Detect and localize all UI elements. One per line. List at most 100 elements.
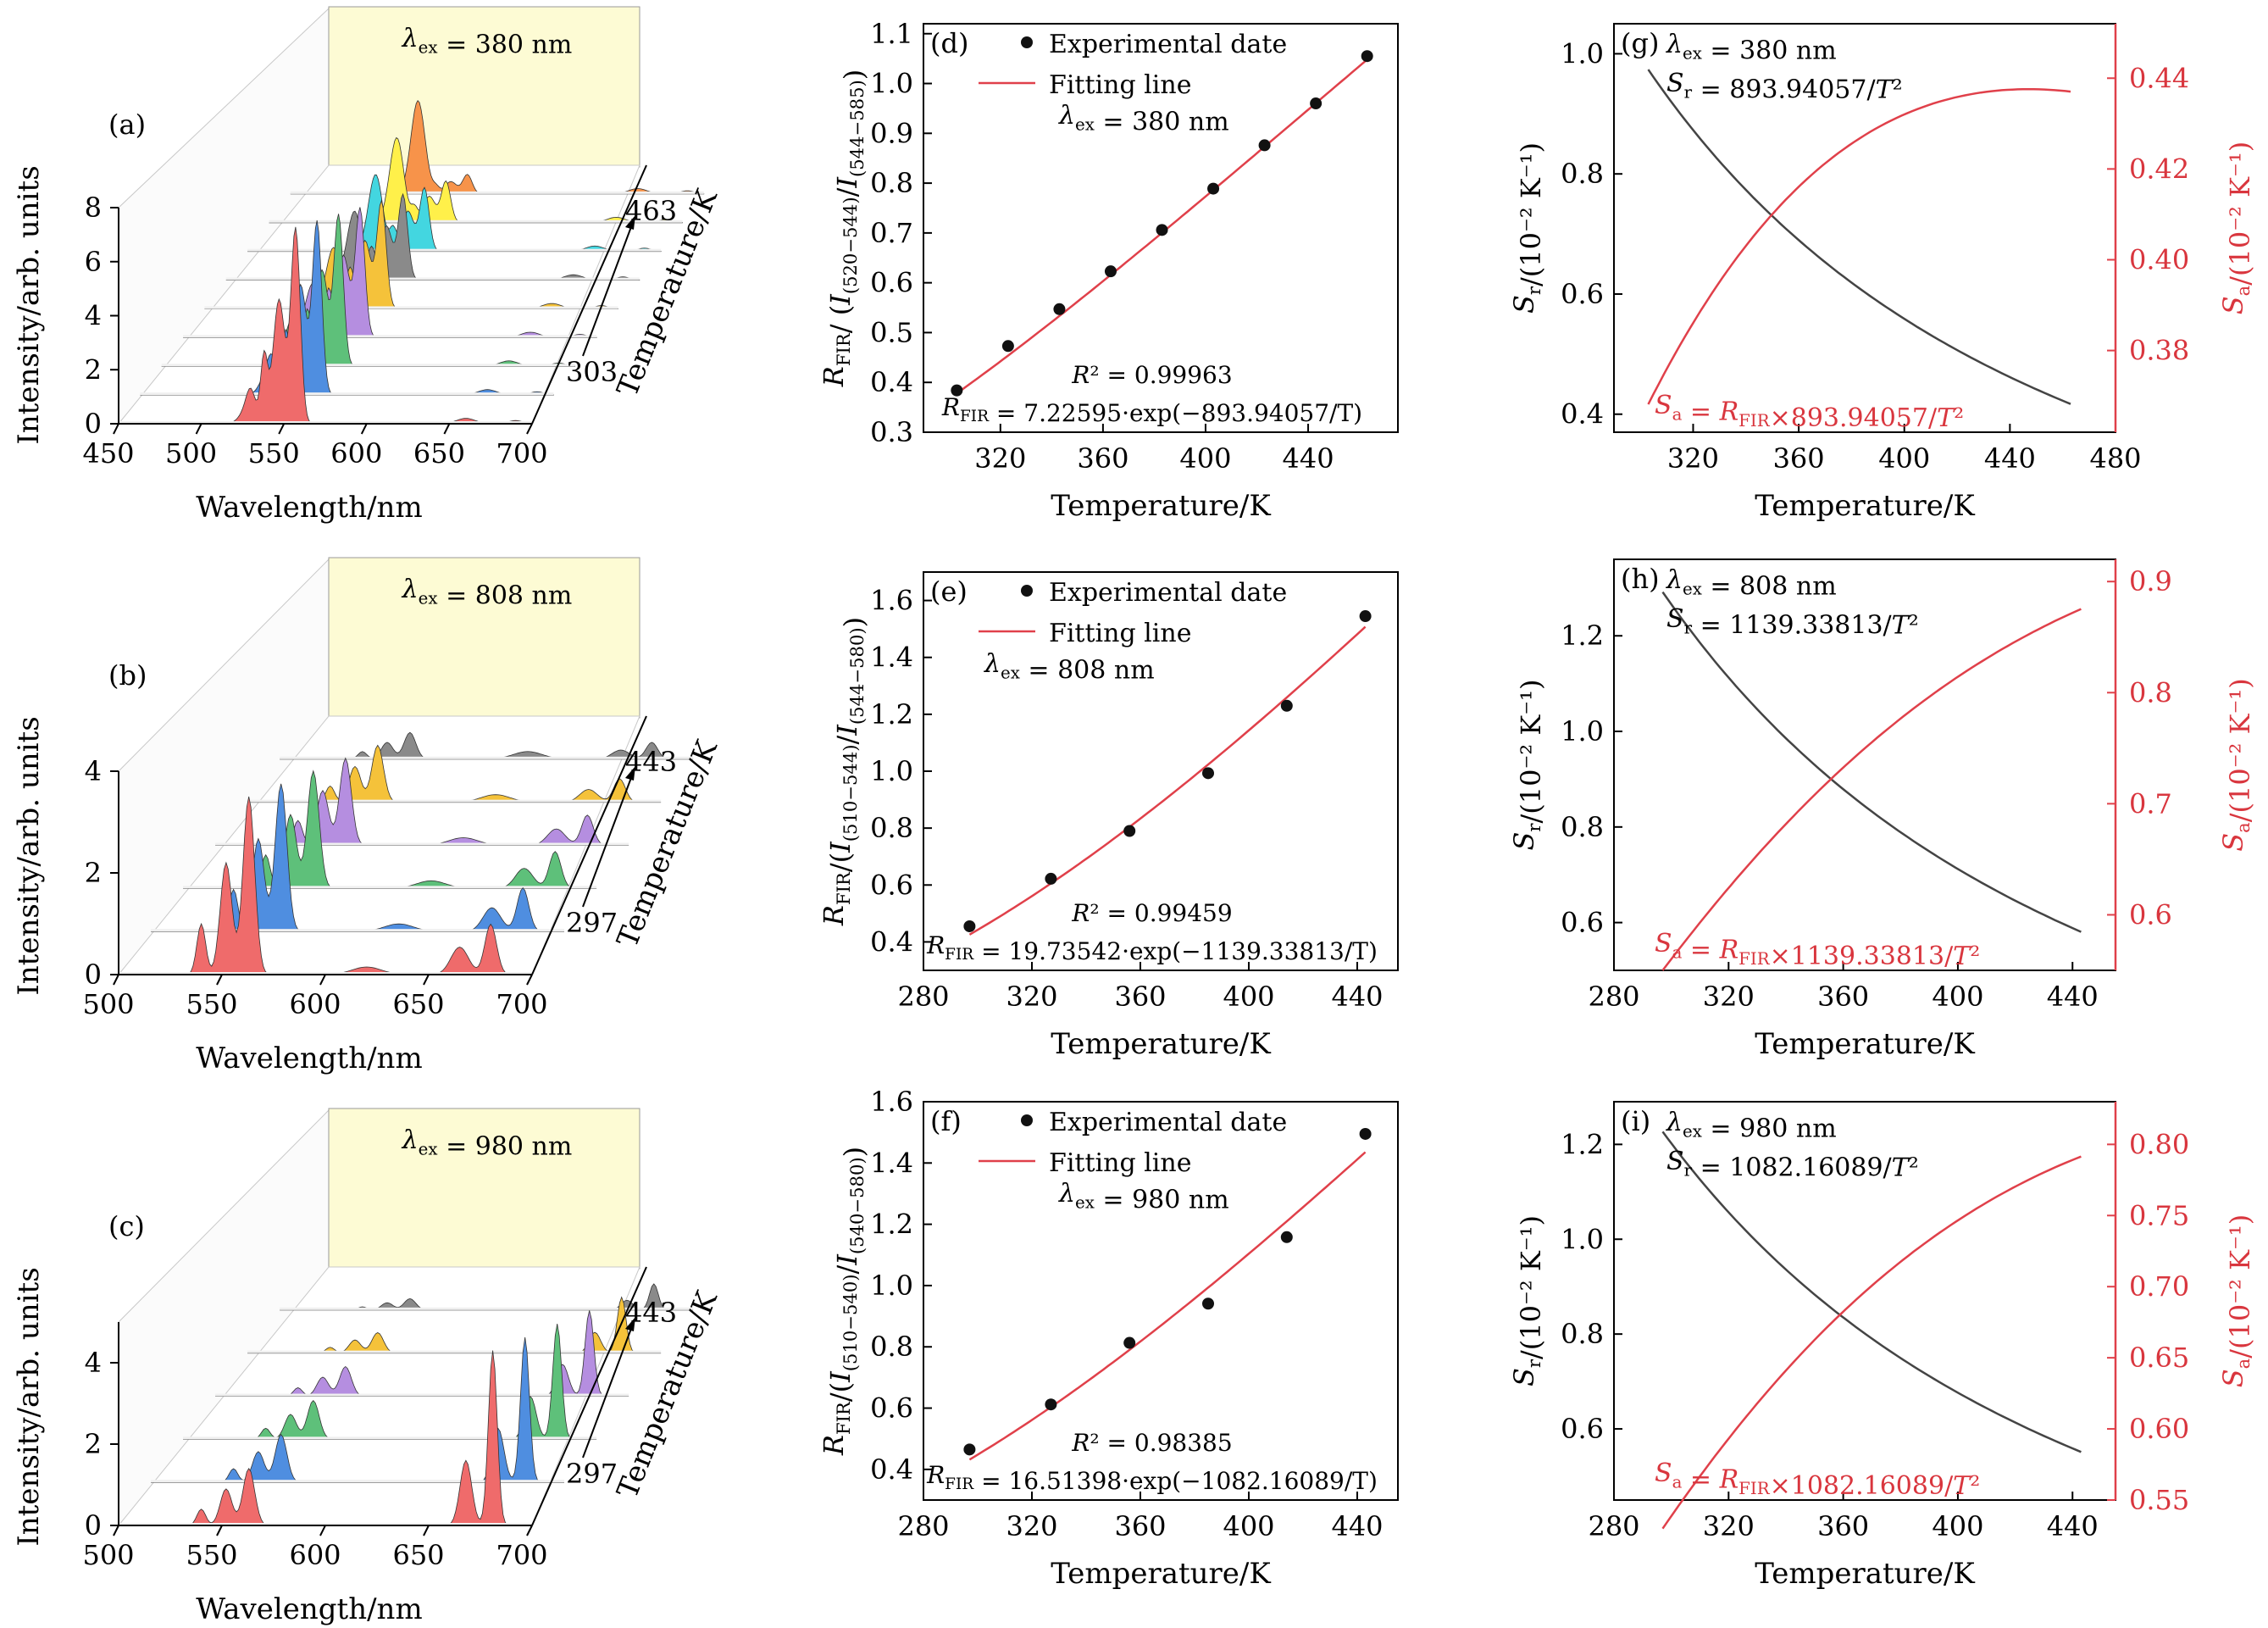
spectrum-ribbon [215, 1393, 629, 1397]
panel-i: 280 320 360 400 440 0.6 0.8 1.0 1.2 Temperature/K… [1508, 1101, 2256, 1591]
x-tick-label: 500 [82, 988, 134, 1020]
depth-axis-line [531, 164, 647, 425]
depth-tick-label: 303 [566, 356, 618, 388]
right-y-tick-label: 0.40 [2129, 243, 2189, 275]
fit-equation: RFIR = 7.22595·exp(−893.94057/T) [941, 393, 1362, 427]
y-tick-label: 0.6 [870, 1392, 913, 1425]
x-tick-label: 440 [2047, 981, 2099, 1013]
data-point [1001, 340, 1014, 353]
sr-equation: Sr = 1082.16089/T² [1666, 1147, 1919, 1183]
y-tick-label: 1.0 [1561, 37, 1604, 69]
sr-equation: Sr = 1139.33813/T² [1666, 604, 1919, 641]
depth-tick-label: 463 [625, 195, 677, 227]
x-tick [360, 423, 368, 435]
y-tick-label: 0.9 [870, 117, 913, 149]
y-tick-label: 1.1 [870, 18, 913, 50]
panel-label: (g) [1621, 27, 1659, 59]
y-axis-label: Sr/(10⁻² K⁻¹) [1508, 680, 1547, 851]
y-tick-label: 0.4 [870, 1453, 913, 1486]
x-tick [319, 974, 326, 986]
x-tick-label: 400 [1878, 442, 1930, 475]
x-axis-label: Temperature/K [1755, 1557, 1975, 1591]
panel-label: (i) [1621, 1105, 1650, 1137]
x-tick [113, 974, 119, 986]
data-point [1258, 139, 1271, 152]
y-tick-label: 6 [85, 246, 102, 278]
excitation-annotation: λex = 808 nm [984, 649, 1155, 686]
y-tick-label: 8 [85, 192, 102, 224]
sr-curve [1647, 69, 2071, 405]
y-axis-label: Sr/(10⁻² K⁻¹) [1508, 1215, 1547, 1386]
x-tick-label: 280 [1588, 1510, 1639, 1542]
y-tick-label: 1.0 [1561, 1223, 1604, 1255]
x-tick-label: 360 [1114, 1510, 1166, 1542]
x-tick-label: 320 [1006, 981, 1057, 1013]
data-point [951, 384, 963, 397]
sa-curve [1661, 1155, 2082, 1530]
y-axis-label: Sr/(10⁻² K⁻¹) [1508, 142, 1547, 314]
spectrum-ribbon [204, 306, 618, 309]
depth-tick-label: 297 [566, 907, 618, 939]
spectrum-ribbon [183, 886, 597, 889]
x-axis-label: Temperature/K [1051, 1027, 1271, 1061]
sa-curve [1661, 608, 2082, 971]
data-point [1361, 50, 1373, 63]
y-tick-label: 1.4 [870, 642, 913, 674]
y-tick-label: 1.4 [870, 1147, 913, 1179]
depth-tick-label: 297 [566, 1458, 618, 1490]
y-tick-label: 1.2 [870, 1208, 913, 1241]
x-tick [195, 423, 202, 435]
excitation-annotation: λex = 808 nm [1666, 565, 1837, 602]
y-axis-label: RFIR/(I(510−540)/I(540−580)) [818, 1147, 870, 1456]
x-tick-label: 320 [1006, 1510, 1057, 1542]
right-y-tick-label: 0.38 [2129, 335, 2189, 367]
data-point [1045, 872, 1057, 885]
x-tick-label: 600 [289, 1539, 341, 1571]
x-tick [526, 974, 533, 986]
x-tick-label: 650 [413, 437, 465, 470]
y-tick-label: 4 [85, 1347, 102, 1379]
y-tick-label: 0.8 [870, 812, 913, 844]
spectrum-ribbon [119, 972, 532, 975]
y-axis-label: Intensity/arb. units [12, 716, 46, 995]
spectrum-ribbon [151, 1480, 565, 1483]
y-tick-label: 0 [85, 958, 102, 991]
right-y-axis-label: Sa/(10⁻² K⁻¹) [2217, 142, 2256, 315]
x-tick [443, 423, 451, 435]
panel-h: 280 320 360 400 440 0.6 0.8 1.0 1.2 Temperature/K… [1508, 558, 2256, 1061]
data-point [1104, 265, 1117, 278]
spectrum-ribbon [280, 756, 694, 759]
x-axis-label: Wavelength/nm [196, 491, 422, 525]
y-tick-label: 0.8 [1561, 158, 1604, 190]
depth-arrow [582, 224, 633, 357]
data-point [1207, 182, 1220, 195]
x-tick [216, 1525, 223, 1536]
panel-a: λex = 380 nm 450 500 550 600 650 700 0 2 4 6 8 (a) Wa… [12, 6, 724, 525]
depth-arrow [582, 775, 633, 908]
depth-axis-line [531, 1266, 647, 1526]
spectrum-ribbon [247, 799, 662, 803]
data-point [1359, 1127, 1372, 1140]
depth-arrow-head [625, 766, 635, 781]
sa-equation: Sa = RFIR×1082.16089/T² [1655, 1459, 1980, 1501]
spectrum-ribbon [247, 248, 662, 252]
y-axis-label: Intensity/arb. units [12, 1267, 46, 1546]
legend-marker-points [1021, 585, 1033, 597]
y-tick-label: 0.8 [870, 167, 913, 199]
spectrum-ribbon [119, 1523, 532, 1525]
right-y-tick-label: 0.42 [2129, 153, 2189, 185]
y-tick-label: 0 [85, 408, 102, 440]
x-tick-label: 280 [1588, 981, 1639, 1013]
spectrum-ribbon [183, 1436, 597, 1440]
panel-d: 320 360 400 440 0.3 0.4 0.5 0.6 0.7 0.8 0.9 1.0 1.1 T… [818, 18, 1399, 523]
data-point [1202, 767, 1214, 780]
right-y-axis-label: Sa/(10⁻² K⁻¹) [2217, 678, 2256, 852]
y-axis-label: RFIR/(I(510−544)/I(544−580)) [818, 617, 870, 926]
legend-label: Fitting line [1049, 619, 1191, 648]
x-tick-label: 320 [1667, 442, 1719, 475]
y-tick-label: 1.0 [870, 1270, 913, 1302]
x-tick-label: 320 [1703, 1510, 1755, 1542]
depth-arrow [582, 1325, 633, 1459]
y-tick-label: 1.0 [870, 68, 913, 100]
